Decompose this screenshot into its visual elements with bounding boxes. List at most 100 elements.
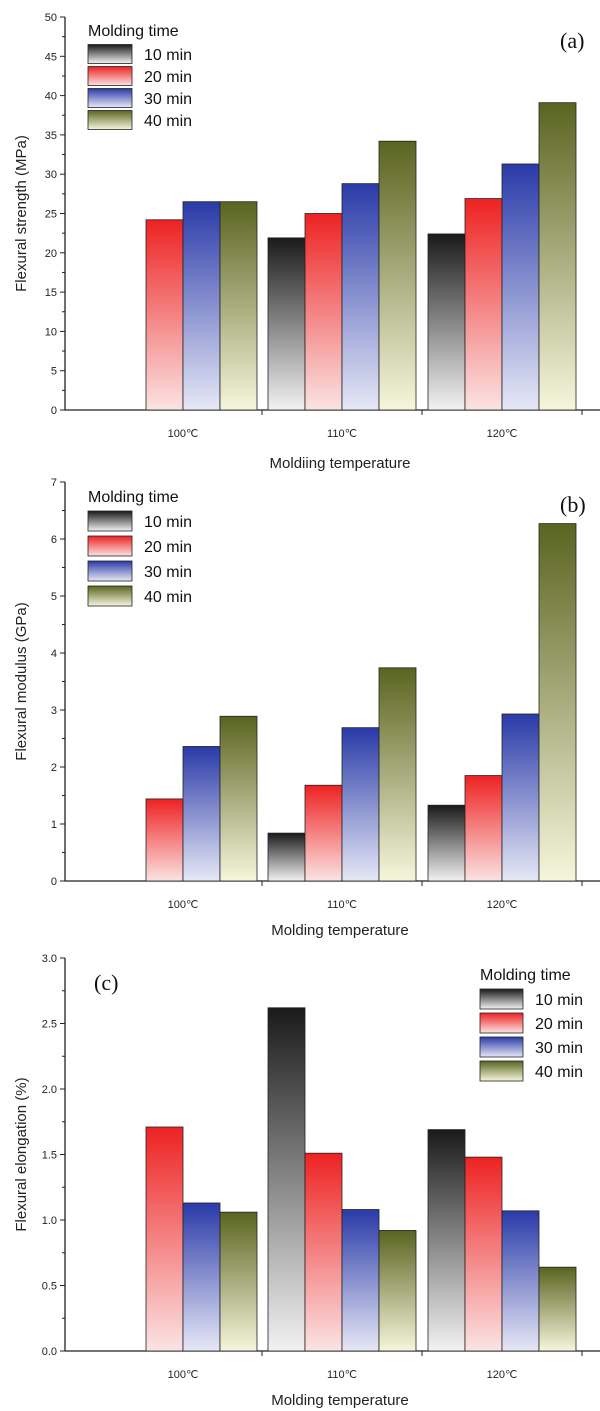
legend-title: Molding time bbox=[88, 23, 179, 40]
legend-label: 40 min bbox=[144, 113, 192, 130]
bar-40min-0 bbox=[219, 715, 258, 882]
bar-40min-1 bbox=[378, 667, 417, 882]
x-tick-label: 100℃ bbox=[168, 1369, 199, 1381]
y-tick-label: 0 bbox=[51, 405, 57, 417]
bar-30min-0 bbox=[182, 746, 221, 882]
bar-10min-2 bbox=[427, 233, 466, 411]
y-tick-label: 6 bbox=[51, 534, 57, 546]
legend-swatch bbox=[87, 88, 133, 108]
panel-label: (c) bbox=[94, 970, 118, 995]
bar-20min-2 bbox=[464, 198, 503, 411]
y-tick-label: 20 bbox=[45, 248, 57, 260]
bar-10min-1 bbox=[267, 237, 306, 411]
x-axis-title: Moldiing temperature bbox=[270, 455, 411, 472]
x-tick-label: 120℃ bbox=[487, 428, 518, 440]
y-tick-label: 25 bbox=[45, 209, 57, 221]
y-tick-label: 5 bbox=[51, 591, 57, 603]
y-axis-title: Flexural elongation (%) bbox=[13, 1077, 30, 1231]
x-tick-label: 110℃ bbox=[327, 899, 357, 911]
y-tick-label: 1.5 bbox=[42, 1150, 57, 1162]
legend-label: 30 min bbox=[144, 91, 192, 108]
bar-40min-2 bbox=[538, 523, 577, 882]
legend-swatch bbox=[87, 585, 133, 607]
legend-label: 30 min bbox=[535, 1040, 583, 1057]
legend-swatch bbox=[87, 110, 133, 130]
x-axis-title: Molding temperature bbox=[271, 1392, 409, 1409]
y-tick-label: 2 bbox=[51, 762, 57, 774]
bar-40min-2 bbox=[538, 102, 577, 411]
bar-30min-1 bbox=[341, 727, 380, 882]
legend-label: 10 min bbox=[144, 514, 192, 531]
y-axis-title: Flexural modulus (GPa) bbox=[13, 602, 30, 760]
legend-label: 20 min bbox=[144, 539, 192, 556]
y-tick-label: 0.0 bbox=[42, 1346, 57, 1358]
bar-20min-1 bbox=[304, 213, 343, 411]
x-axis-title: Molding temperature bbox=[271, 922, 409, 939]
y-tick-label: 0.5 bbox=[42, 1281, 57, 1293]
bar-30min-2 bbox=[501, 163, 540, 411]
bar-30min-0 bbox=[182, 201, 221, 411]
bar-20min-1 bbox=[304, 784, 343, 882]
chart-panel-1: 0 5 10 15 20 25 30 35 40 45 50 100℃ 110℃ 120℃ Moldiing… bbox=[13, 12, 600, 472]
chart-panel-2: 0 1 2 3 4 5 6 7 100℃ 110℃ 120℃ Molding temperature F… bbox=[13, 477, 600, 939]
bar-30min-2 bbox=[501, 713, 540, 882]
y-tick-label: 3.0 bbox=[42, 953, 57, 965]
bar-40min-2 bbox=[538, 1266, 577, 1352]
legend-label: 40 min bbox=[144, 589, 192, 606]
y-tick-label: 5 bbox=[51, 366, 57, 378]
legend: Molding time 10 min 20 min 30 min 40 min bbox=[87, 489, 192, 607]
panel-label: (a) bbox=[560, 28, 584, 53]
bar-20min-2 bbox=[464, 775, 503, 882]
legend: Molding time 10 min 20 min 30 min 40 min bbox=[479, 967, 583, 1082]
y-tick-label: 2.5 bbox=[42, 1019, 57, 1031]
legend-swatch bbox=[479, 1012, 524, 1034]
bar-20min-1 bbox=[304, 1152, 343, 1352]
legend-swatch bbox=[87, 44, 133, 64]
legend-label: 10 min bbox=[535, 992, 583, 1009]
y-tick-label: 35 bbox=[45, 130, 57, 142]
y-tick-label: 10 bbox=[45, 326, 57, 338]
y-axis-title: Flexural strength (MPa) bbox=[13, 135, 30, 292]
bar-30min-2 bbox=[501, 1210, 540, 1352]
legend-title: Molding time bbox=[88, 489, 179, 506]
y-tick-label: 15 bbox=[45, 287, 57, 299]
legend-label: 20 min bbox=[535, 1016, 583, 1033]
legend-swatch bbox=[87, 560, 133, 582]
y-tick-label: 1.0 bbox=[42, 1215, 57, 1227]
bar-30min-1 bbox=[341, 183, 380, 411]
legend-swatch bbox=[479, 1036, 524, 1058]
y-tick-label: 0 bbox=[51, 876, 57, 888]
legend-title: Molding time bbox=[480, 967, 571, 984]
x-tick-label: 100℃ bbox=[168, 899, 199, 911]
x-tick-label: 100℃ bbox=[168, 428, 199, 440]
y-tick-label: 4 bbox=[51, 648, 57, 660]
legend-swatch bbox=[87, 66, 133, 86]
bar-20min-0 bbox=[145, 798, 184, 882]
legend-swatch bbox=[87, 510, 133, 532]
chart-panel-3: 0.0 0.5 1.0 1.5 2.0 2.5 3.0 100℃ 110℃ 120℃ Molding… bbox=[13, 953, 600, 1409]
panel-label: (b) bbox=[560, 492, 586, 517]
legend-swatch bbox=[87, 535, 133, 557]
x-tick-label: 120℃ bbox=[487, 1369, 518, 1381]
y-tick-label: 1 bbox=[51, 819, 57, 831]
bar-30min-1 bbox=[341, 1209, 380, 1352]
legend-label: 30 min bbox=[144, 564, 192, 581]
bar-20min-2 bbox=[464, 1156, 503, 1352]
bar-10min-2 bbox=[427, 1129, 466, 1352]
y-tick-label: 2.0 bbox=[42, 1084, 57, 1096]
bar-10min-1 bbox=[267, 832, 306, 882]
y-tick-label: 30 bbox=[45, 169, 57, 181]
bar-40min-0 bbox=[219, 201, 258, 411]
x-tick-label: 110℃ bbox=[327, 428, 357, 440]
bar-40min-0 bbox=[219, 1211, 258, 1352]
bar-20min-0 bbox=[145, 219, 184, 411]
bar-20min-0 bbox=[145, 1126, 184, 1352]
bar-30min-0 bbox=[182, 1202, 221, 1352]
y-tick-label: 3 bbox=[51, 705, 57, 717]
y-tick-label: 50 bbox=[45, 12, 57, 24]
bar-10min-2 bbox=[427, 804, 466, 882]
x-tick-label: 110℃ bbox=[327, 1369, 357, 1381]
y-tick-label: 7 bbox=[51, 477, 57, 489]
legend-swatch bbox=[479, 988, 524, 1010]
